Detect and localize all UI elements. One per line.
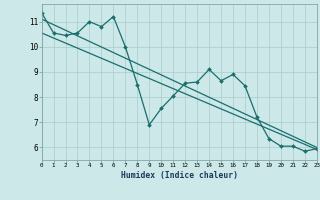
X-axis label: Humidex (Indice chaleur): Humidex (Indice chaleur) (121, 171, 238, 180)
